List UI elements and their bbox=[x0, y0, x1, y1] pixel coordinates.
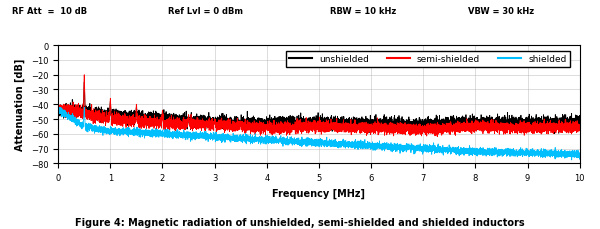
unshielded bbox=[386, 126, 394, 129]
unshielded bbox=[55, 108, 62, 111]
semi-shielded bbox=[82, 103, 89, 106]
shielded bbox=[244, 139, 251, 142]
Text: VBW = 30 kHz: VBW = 30 kHz bbox=[468, 7, 534, 16]
semi-shielded bbox=[244, 127, 251, 130]
unshielded bbox=[244, 117, 251, 120]
Text: Figure 4: Magnetic radiation of unshielded, semi-shielded and shielded inductors: Figure 4: Magnetic radiation of unshield… bbox=[75, 217, 525, 227]
shielded bbox=[568, 159, 575, 162]
Line: shielded: shielded bbox=[59, 108, 580, 160]
unshielded bbox=[80, 81, 88, 84]
Line: unshielded: unshielded bbox=[59, 83, 580, 134]
semi-shielded bbox=[55, 112, 62, 115]
semi-shielded bbox=[576, 125, 583, 127]
Text: RF Att  =  10 dB: RF Att = 10 dB bbox=[12, 7, 87, 16]
semi-shielded bbox=[364, 126, 371, 129]
unshielded bbox=[82, 103, 89, 106]
shielded bbox=[442, 150, 449, 152]
shielded bbox=[469, 147, 476, 150]
unshielded bbox=[442, 125, 449, 128]
unshielded bbox=[469, 127, 476, 130]
unshielded bbox=[551, 133, 558, 135]
semi-shielded bbox=[442, 127, 449, 130]
unshielded bbox=[576, 115, 583, 118]
shielded bbox=[55, 112, 62, 115]
shielded bbox=[55, 106, 62, 109]
Text: RBW = 10 kHz: RBW = 10 kHz bbox=[330, 7, 396, 16]
semi-shielded bbox=[469, 124, 476, 127]
semi-shielded bbox=[386, 130, 394, 133]
X-axis label: Frequency [MHz]: Frequency [MHz] bbox=[272, 188, 365, 198]
shielded bbox=[364, 147, 371, 150]
semi-shielded bbox=[434, 136, 441, 138]
semi-shielded bbox=[80, 74, 88, 77]
Text: Ref Lvl = 0 dBm: Ref Lvl = 0 dBm bbox=[168, 7, 243, 16]
Legend: unshielded, semi-shielded, shielded: unshielded, semi-shielded, shielded bbox=[286, 52, 570, 68]
shielded bbox=[576, 155, 583, 158]
shielded bbox=[386, 149, 394, 151]
shielded bbox=[82, 120, 89, 122]
unshielded bbox=[364, 122, 371, 124]
Y-axis label: Attenuation [dB]: Attenuation [dB] bbox=[15, 59, 25, 151]
Line: semi-shielded: semi-shielded bbox=[59, 75, 580, 137]
